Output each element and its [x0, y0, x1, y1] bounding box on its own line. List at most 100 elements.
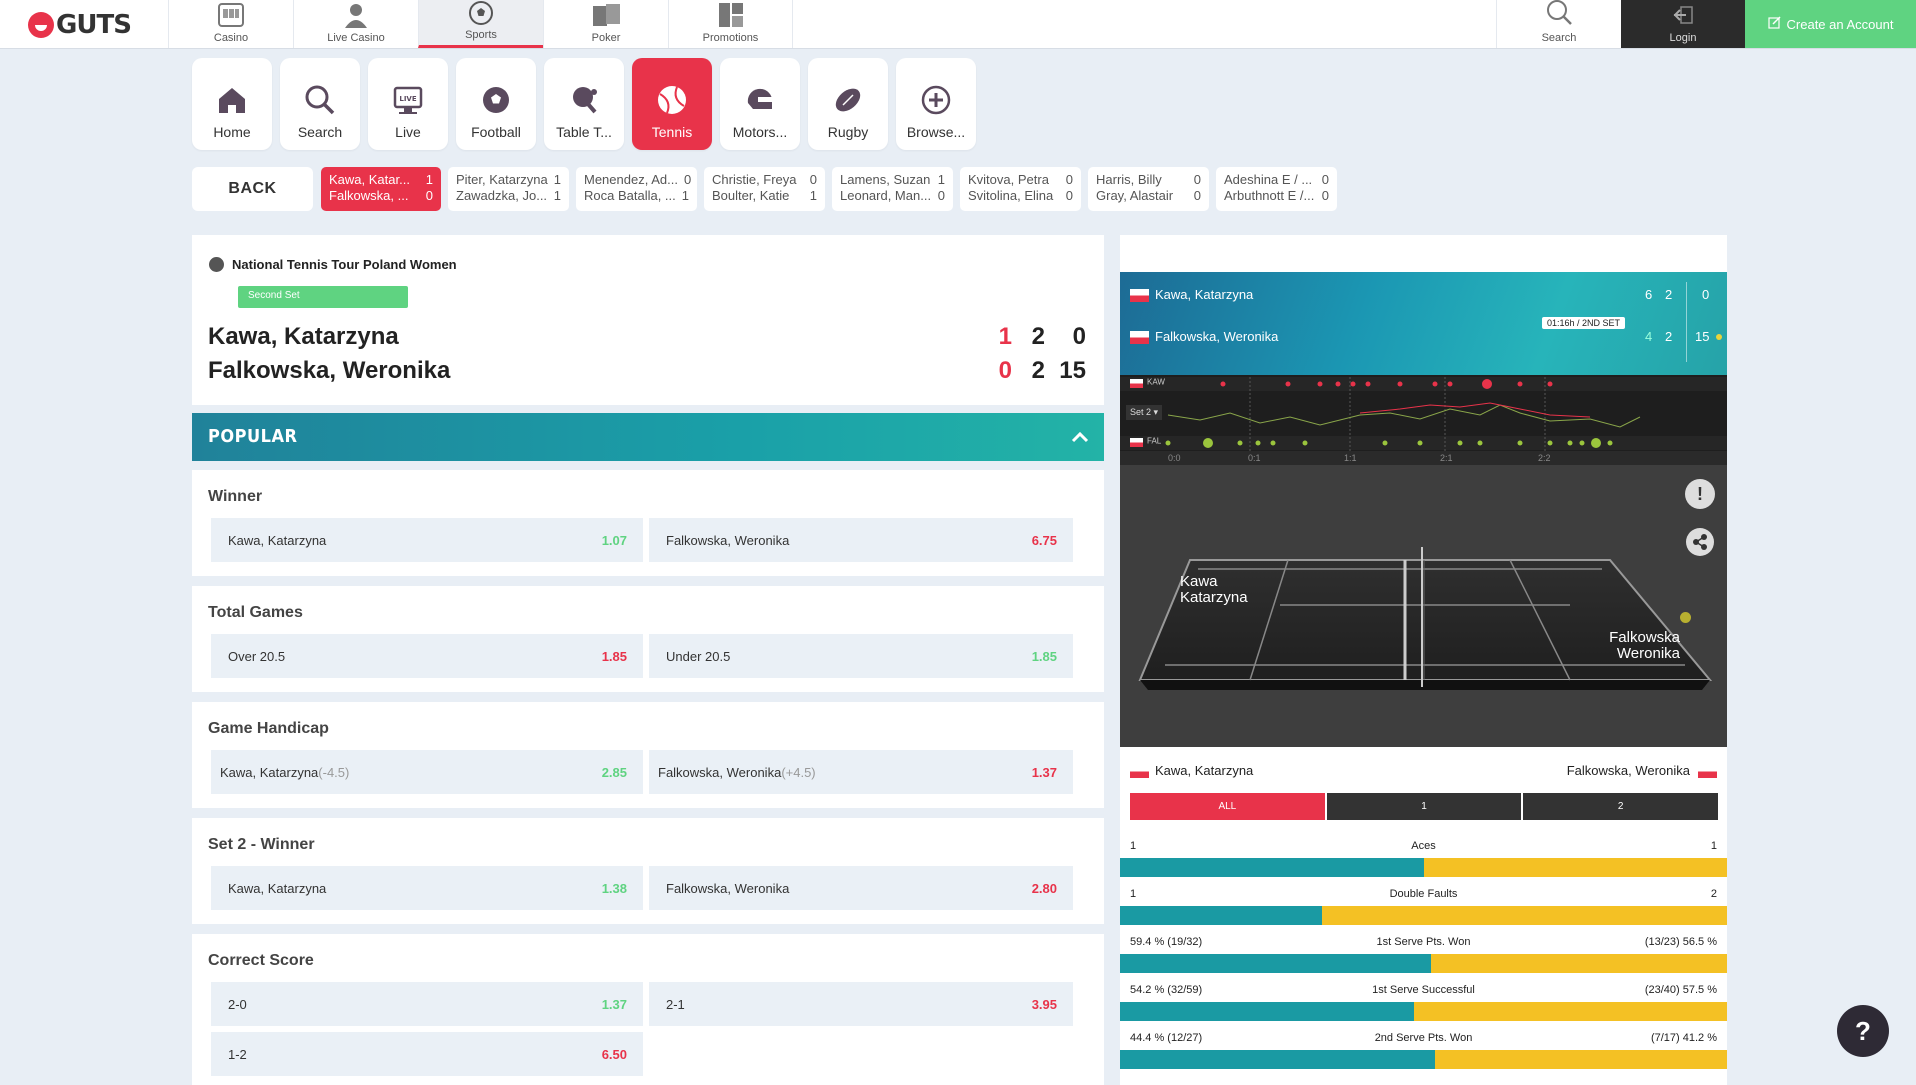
match-s2: 0 — [425, 188, 433, 203]
stat-bar-p1 — [1120, 858, 1424, 877]
promotions-icon — [717, 1, 745, 29]
odds-button[interactable]: Under 20.5 1.85 — [649, 634, 1073, 678]
popular-label: POPULAR — [208, 426, 298, 447]
guts-logo[interactable]: GUTS — [28, 10, 132, 40]
odds-value: 1.07 — [601, 532, 627, 548]
tennis-ball-icon — [656, 84, 688, 116]
sport-football[interactable]: Football — [456, 58, 536, 150]
sport-nav: Home Search LIVE Live Football Table T...… — [192, 58, 976, 150]
market-set2-winner: Set 2 - Winner Kawa, Katarzyna 1.38 Falko… — [192, 818, 1104, 924]
odds-button[interactable]: 2-1 3.95 — [649, 982, 1073, 1026]
live-tv-icon: LIVE — [392, 84, 424, 116]
stats-p2-name: Falkowska, Weronika — [1566, 763, 1690, 778]
selection-name: Falkowska, Weronika — [666, 532, 790, 548]
match-p1: Kvitova, Petra — [968, 172, 1049, 187]
match-item[interactable]: Lamens, Suzan 1 Leonard, Man... 0 — [832, 167, 953, 211]
selection-name: 2-1 — [666, 996, 685, 1012]
match-item[interactable]: Kawa, Katar... 1 Falkowska, ... 0 — [321, 167, 441, 211]
create-account-button[interactable]: Create an Account — [1745, 0, 1916, 48]
match-item[interactable]: Menendez, Ad... 0 Roca Batalla, ... 1 — [576, 167, 697, 211]
stat-row: 54.2 % (32/59) 1st Serve Successful (23/40… — [1120, 979, 1727, 1021]
back-button[interactable]: BACK — [192, 167, 313, 211]
sport-home[interactable]: Home — [192, 58, 272, 150]
tab-set-1[interactable]: 1 — [1326, 793, 1522, 820]
sport-table-tennis[interactable]: Table T... — [544, 58, 624, 150]
stat-row: 59.4 % (19/32) 1st Serve Pts. Won (13/23) … — [1120, 931, 1727, 973]
logo-mark-icon — [28, 12, 54, 38]
topnav-label: Casino — [213, 32, 249, 44]
stat-right: 1 — [1710, 840, 1717, 852]
match-p1: Harris, Billy — [1096, 172, 1162, 187]
match-s1: 0 — [809, 172, 817, 187]
top-search-button[interactable]: Search — [1496, 0, 1621, 48]
odds-button[interactable]: Kawa, Katarzyna 1.38 — [211, 866, 643, 910]
share-icon[interactable] — [1686, 528, 1714, 556]
sport-browse[interactable]: Browse... — [896, 58, 976, 150]
match-p1: Piter, Katarzyna — [456, 172, 548, 187]
stat-label: 1st Serve Pts. Won — [1376, 936, 1471, 948]
odds-button[interactable]: Falkowska, Weronika(+4.5) 1.37 — [649, 750, 1073, 794]
set-selector[interactable]: Set 2 ▾ — [1126, 405, 1163, 420]
odds-button[interactable]: Kawa, Katarzyna(-4.5) 2.85 — [211, 750, 643, 794]
league-title: National Tennis Tour Poland Women — [209, 257, 457, 272]
p2-points: 15 — [1059, 357, 1086, 384]
match-p1: Christie, Freya — [712, 172, 797, 187]
odds-button[interactable]: Falkowska, Weronika 6.75 — [649, 518, 1073, 562]
selection-name: Falkowska, Weronika — [658, 764, 782, 780]
odds-button[interactable]: Falkowska, Weronika 2.80 — [649, 866, 1073, 910]
sport-live[interactable]: LIVE Live — [368, 58, 448, 150]
stat-bar — [1120, 1002, 1727, 1021]
alert-icon[interactable]: ! — [1685, 479, 1715, 509]
sport-label: Search — [297, 124, 343, 140]
market-correct-score: Correct Score 2-0 1.37 2-1 3.95 1-2 6.50 — [192, 934, 1104, 1085]
help-button[interactable]: ? — [1837, 1005, 1889, 1057]
market-title: Set 2 - Winner — [208, 836, 315, 853]
football-icon — [480, 84, 512, 116]
momentum-timeline: KAW Set 2 ▾ FAL 0:0 0:1 1:1 2:1 2:2 — [1120, 375, 1727, 465]
chevron-up-icon[interactable] — [1070, 427, 1090, 447]
popular-header[interactable]: POPULAR — [192, 413, 1104, 461]
match-item[interactable]: Piter, Katarzyna 1 Zawadzka, Jo... 1 — [448, 167, 569, 211]
court-p1-label: Kawa Katarzyna — [1180, 574, 1248, 606]
stat-bar — [1120, 1050, 1727, 1069]
topnav-poker[interactable]: Poker — [543, 0, 668, 48]
match-item[interactable]: Harris, Billy 0 Gray, Alastair 0 — [1088, 167, 1209, 211]
login-button[interactable]: Login — [1621, 0, 1745, 48]
sport-rugby[interactable]: Rugby — [808, 58, 888, 150]
odds-button[interactable]: 1-2 6.50 — [211, 1032, 643, 1076]
sport-label: Tennis — [651, 124, 693, 140]
tab-set-2[interactable]: 2 — [1523, 793, 1719, 820]
stat-right: (23/40) 57.5 % — [1644, 984, 1717, 996]
search-icon — [304, 84, 336, 116]
match-item[interactable]: Kvitova, Petra 0 Svitolina, Elina 0 — [960, 167, 1081, 211]
poland-flag-icon — [1698, 765, 1717, 779]
odds-button[interactable]: Kawa, Katarzyna 1.07 — [211, 518, 643, 562]
match-p1: Lamens, Suzan — [840, 172, 931, 187]
top-bar: GUTS Casino Live Casino Sports Poker Pro… — [0, 0, 1916, 49]
odds-button[interactable]: 2-0 1.37 — [211, 982, 643, 1026]
login-label: Login — [1669, 32, 1697, 44]
sport-tennis[interactable]: Tennis — [632, 58, 712, 150]
topnav-promotions[interactable]: Promotions — [668, 0, 793, 48]
stat-left: 44.4 % (12/27) — [1130, 1032, 1203, 1044]
topnav-live-casino[interactable]: Live Casino — [293, 0, 418, 48]
tab-all[interactable]: ALL — [1130, 793, 1325, 820]
match-p2: Boulter, Katie — [712, 188, 790, 203]
odds-button[interactable]: Over 20.5 1.85 — [211, 634, 643, 678]
topnav-sports[interactable]: Sports — [418, 0, 543, 48]
p1-points: 0 — [1072, 323, 1086, 350]
topnav-casino[interactable]: Casino — [168, 0, 293, 48]
stat-bar-p1 — [1120, 1002, 1415, 1021]
sport-search[interactable]: Search — [280, 58, 360, 150]
match-item[interactable]: Adeshina E / ... 0 Arbuthnott E /... 0 — [1216, 167, 1337, 211]
match-s2: 0 — [937, 188, 945, 203]
tracker-scoreboard: Kawa, Katarzyna Falkowska, Weronika 6 2 … — [1120, 272, 1727, 375]
court-p2-line1: Falkowska — [1609, 629, 1680, 646]
event-header: National Tennis Tour Poland Women Second… — [192, 235, 1104, 405]
tracker-p1-set2: 2 — [1665, 287, 1673, 302]
match-item[interactable]: Christie, Freya 0 Boulter, Katie 1 — [704, 167, 825, 211]
tracker-p2-set1: 4 — [1645, 329, 1653, 344]
sport-motorsport[interactable]: Motors... — [720, 58, 800, 150]
stat-right: (13/23) 56.5 % — [1644, 936, 1717, 948]
stat-bar-p1 — [1120, 1050, 1436, 1069]
